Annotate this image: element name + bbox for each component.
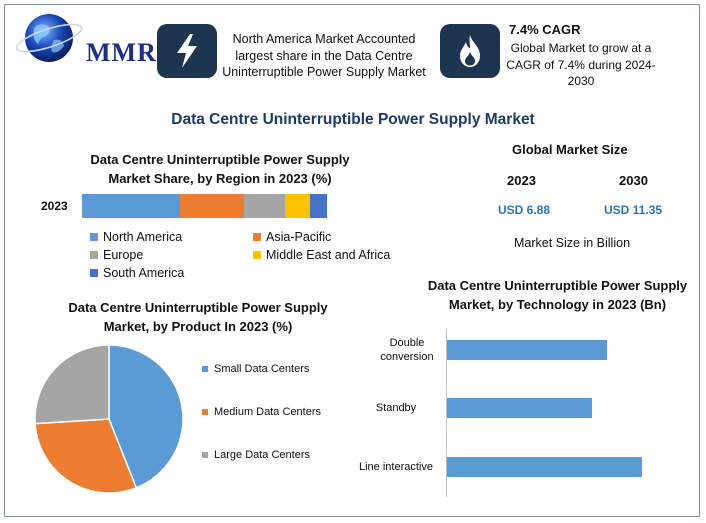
technology-bar-double-conversion bbox=[447, 340, 607, 360]
logo-text: MMR bbox=[86, 38, 157, 67]
technology-axis-line bbox=[446, 329, 447, 497]
lightning-icon bbox=[177, 34, 197, 68]
cagr-title: 7.4% CAGR bbox=[509, 22, 581, 37]
legend-label: Europe bbox=[103, 248, 144, 262]
region-chart-title: Data Centre Uninterruptible Power Supply… bbox=[90, 152, 350, 186]
region-legend-item: Middle East and Africa bbox=[253, 248, 390, 262]
pie-legend-item: Medium Data Centers bbox=[202, 406, 321, 418]
region-bar-segment-asia-pacific bbox=[180, 194, 244, 218]
legend-swatch bbox=[202, 452, 208, 458]
market-size-value-2023: USD 6.88 bbox=[498, 203, 551, 217]
market-size-title: Global Market Size bbox=[512, 142, 628, 157]
region-bar-segment-europe bbox=[243, 194, 286, 218]
market-size-year-2023: 2023 bbox=[507, 173, 536, 188]
flame-icon-box bbox=[440, 24, 500, 78]
region-bar-segment-north-america bbox=[82, 194, 180, 218]
technology-category-label: Standby bbox=[375, 402, 417, 414]
lightning-icon-box bbox=[157, 24, 217, 78]
legend-label: Medium Data Centers bbox=[214, 406, 321, 418]
region-legend-item: Europe bbox=[90, 248, 143, 262]
market-size-value-2030: USD 11.35 bbox=[604, 203, 663, 217]
region-stacked-bar bbox=[82, 194, 327, 218]
main-title: Data Centre Uninterruptible Power Supply… bbox=[171, 111, 535, 128]
region-bar-segment-middle-east-and-africa bbox=[285, 194, 310, 218]
legend-label: Large Data Centers bbox=[214, 449, 310, 461]
region-legend-item: South America bbox=[90, 266, 184, 280]
legend-swatch bbox=[253, 233, 261, 241]
legend-swatch bbox=[90, 233, 98, 241]
legend-label: North America bbox=[103, 230, 183, 244]
share-text: North America Market Accounted largest s… bbox=[222, 32, 426, 79]
globe-icon bbox=[15, 14, 83, 62]
technology-bar-line-interactive bbox=[447, 457, 642, 477]
region-legend-item: Asia-Pacific bbox=[253, 230, 331, 244]
legend-swatch bbox=[90, 269, 98, 277]
pie-slice-medium-data-centers bbox=[34, 418, 138, 494]
pie-slice-small-data-centers bbox=[108, 344, 184, 489]
market-size-note: Market Size in Billion bbox=[514, 236, 630, 250]
market-size-note-text: Market Size in Billion bbox=[514, 236, 631, 250]
legend-label: South America bbox=[103, 266, 185, 280]
legend-label: Middle East and Africa bbox=[266, 248, 391, 262]
technology-category-label: Line interactive bbox=[359, 461, 433, 473]
technology-chart-title: Data Centre Uninterruptible Power Supply… bbox=[427, 278, 688, 312]
cagr-text: Global Market to grow at a CAGR of 7.4% … bbox=[506, 41, 656, 88]
region-year-label: 2023 bbox=[41, 199, 68, 213]
region-legend-item: North America bbox=[90, 230, 182, 244]
infographic-frame bbox=[4, 4, 700, 517]
pie-legend-item: Small Data Centers bbox=[202, 363, 309, 375]
technology-category-label: Double conversion bbox=[380, 337, 434, 363]
region-bar-segment-south-america bbox=[309, 194, 327, 218]
legend-swatch bbox=[253, 251, 261, 259]
legend-swatch bbox=[90, 251, 98, 259]
product-pie-chart bbox=[34, 344, 184, 494]
legend-label: Asia-Pacific bbox=[266, 230, 332, 244]
pie-legend-item: Large Data Centers bbox=[202, 449, 310, 461]
legend-swatch bbox=[202, 409, 208, 415]
flame-icon bbox=[460, 35, 480, 67]
legend-label: Small Data Centers bbox=[214, 363, 310, 375]
legend-swatch bbox=[202, 366, 208, 372]
pie-slice-large-data-centers bbox=[34, 344, 110, 425]
mmr-logo: MMR bbox=[15, 8, 156, 68]
market-size-year-2030: 2030 bbox=[619, 173, 648, 188]
technology-bar-standby bbox=[447, 398, 592, 418]
product-chart-title: Data Centre Uninterruptible Power Supply… bbox=[68, 300, 328, 334]
